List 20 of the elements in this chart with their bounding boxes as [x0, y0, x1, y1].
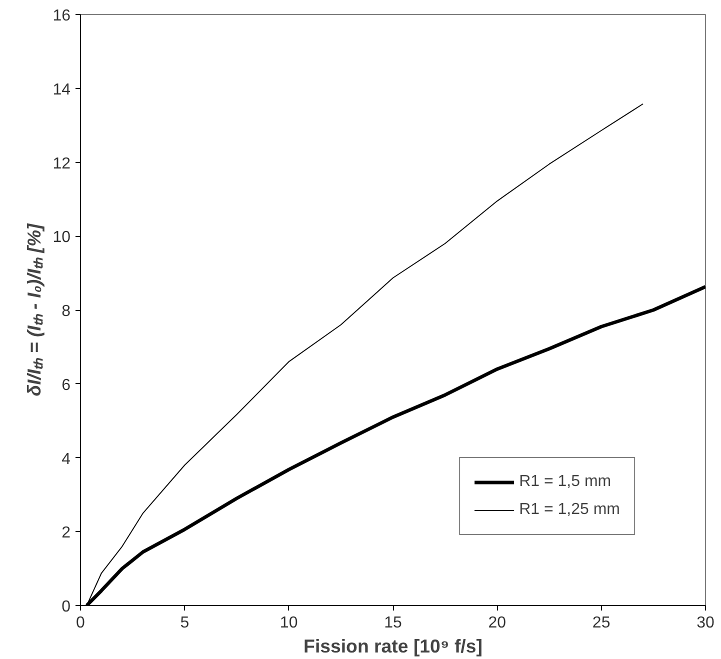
x-tick-label: 5	[180, 614, 190, 632]
legend-label: R1 = 1,25 mm	[519, 501, 620, 519]
legend-label: R1 = 1,5 mm	[519, 473, 612, 491]
y-tick-label: 8	[62, 303, 71, 320]
y-tick-label: 4	[62, 450, 71, 468]
x-tick-label: 25	[592, 614, 610, 632]
y-axis-title: δI/Iₜₕ = (Iₜₕ - I₀)/Iₜₕ [%]	[24, 222, 45, 396]
y-tick-label: 6	[62, 376, 71, 394]
x-tick-label: 15	[384, 614, 402, 632]
y-tick-label: 14	[52, 81, 71, 98]
y-tick-label: 2	[62, 524, 71, 542]
x-axis-title: Fission rate [10⁹ f/s]	[304, 636, 482, 656]
x-tick-label: 10	[280, 614, 298, 632]
x-tick-label: 30	[696, 614, 714, 632]
y-tick-label: 12	[52, 155, 71, 172]
y-tick-label: 10	[52, 229, 71, 246]
y-tick-label: 0	[62, 598, 71, 616]
x-tick-label: 0	[76, 614, 86, 632]
x-tick-label: 20	[488, 614, 506, 632]
y-tick-label: 16	[52, 8, 71, 24]
